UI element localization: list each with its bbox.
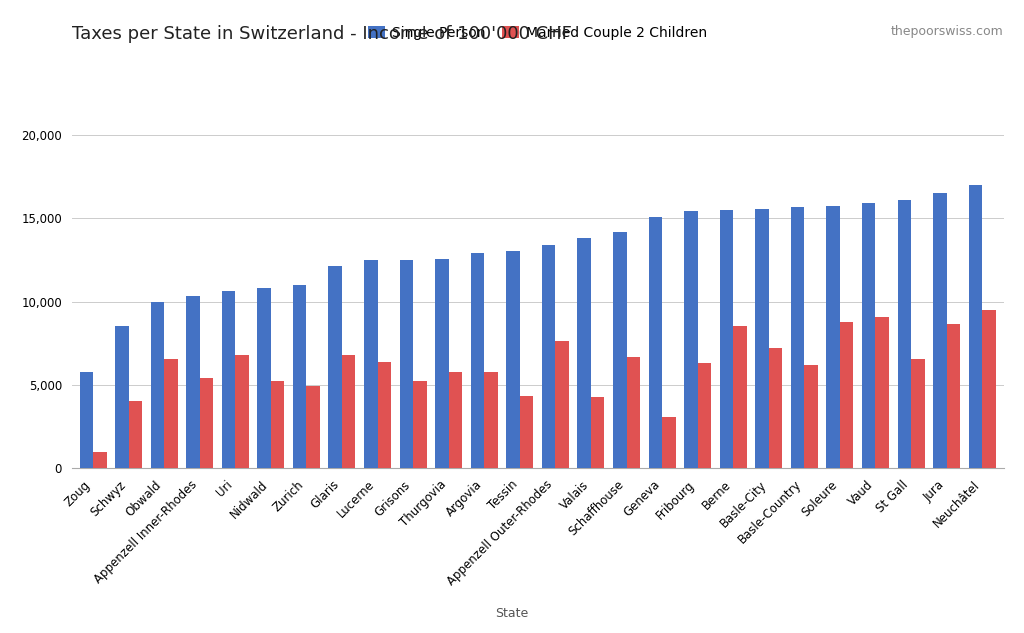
Bar [946,324,961,468]
Bar [129,401,142,468]
Bar [876,317,889,468]
Bar [840,322,853,468]
Bar [897,200,911,468]
Bar [613,232,627,468]
Bar [151,303,164,468]
Bar [756,209,769,468]
Bar [648,217,663,468]
Bar [164,359,178,468]
Bar [435,259,449,468]
Bar [413,381,427,468]
Bar [733,326,746,468]
Bar [378,363,391,468]
Bar [969,185,982,468]
Bar [791,207,804,468]
Bar [115,326,129,468]
Bar [697,363,711,468]
Bar [804,365,818,468]
Bar [471,253,484,468]
Bar [627,358,640,468]
Bar [399,260,413,468]
Text: State: State [496,607,528,620]
Bar [222,291,236,468]
Bar [982,310,995,468]
Bar [578,238,591,468]
Bar [271,381,285,468]
Legend: Single Person, Married Couple 2 Children: Single Person, Married Couple 2 Children [362,20,713,45]
Bar [591,398,604,468]
Bar [769,348,782,468]
Bar [506,251,520,468]
Bar [826,206,840,468]
Bar [520,396,534,468]
Bar [555,341,569,468]
Bar [933,193,946,468]
Bar [720,210,733,468]
Bar [862,203,876,468]
Bar [911,359,925,468]
Bar [306,385,319,468]
Text: Taxes per State in Switzerland - Income of 100'000 CHF: Taxes per State in Switzerland - Income … [72,25,571,43]
Bar [684,211,697,468]
Bar [484,372,498,468]
Bar [80,372,93,468]
Bar [293,285,306,468]
Bar [329,266,342,468]
Bar [236,355,249,468]
Bar [93,452,106,468]
Bar [186,296,200,468]
Bar [449,372,462,468]
Bar [365,260,378,468]
Text: thepoorswiss.com: thepoorswiss.com [891,25,1004,39]
Bar [200,379,213,468]
Bar [257,288,271,468]
Bar [663,417,676,468]
Bar [542,245,555,468]
Bar [342,355,355,468]
